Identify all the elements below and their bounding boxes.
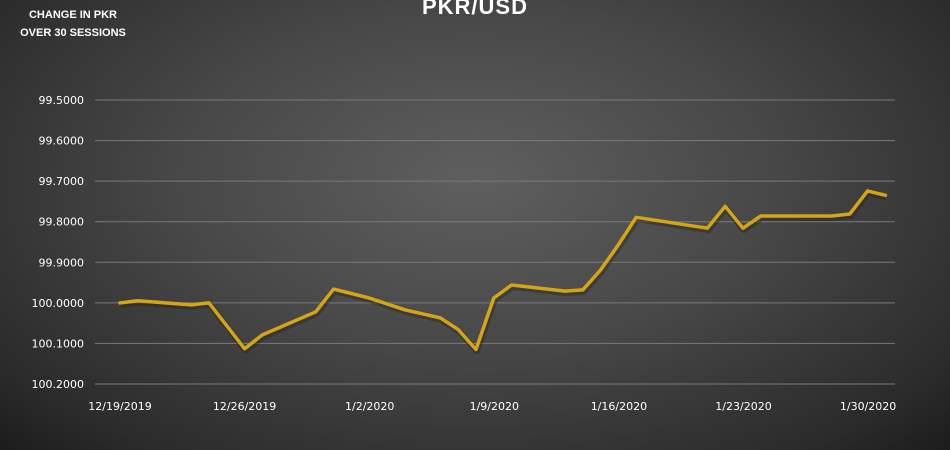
- chart-subtitle: CHANGE IN PKR OVER 30 SESSIONS: [20, 9, 126, 39]
- y-tick-label: 100.0000: [32, 297, 85, 310]
- x-tick-label: 1/30/2020: [840, 400, 896, 413]
- x-tick-label: 1/9/2020: [470, 400, 519, 413]
- y-tick-label: 99.6000: [39, 135, 85, 148]
- x-tick-label: 12/19/2019: [88, 400, 151, 413]
- series-line: [118, 189, 888, 352]
- chart-title: PKR/USD: [421, 0, 528, 19]
- x-tick-label: 1/23/2020: [715, 400, 771, 413]
- x-tick-label: 1/16/2020: [591, 400, 647, 413]
- y-tick-label: 100.2000: [32, 378, 85, 391]
- x-tick-label: 1/2/2020: [345, 400, 394, 413]
- y-tick-label: 99.5000: [39, 94, 85, 107]
- x-tick-label: 12/26/2019: [213, 400, 276, 413]
- y-tick-label: 100.1000: [32, 337, 85, 350]
- series-line-shadow: [120, 189, 888, 355]
- y-tick-label: 99.8000: [39, 216, 85, 229]
- y-tick-label: 99.7000: [39, 175, 85, 188]
- y-tick-label: 99.9000: [39, 256, 85, 269]
